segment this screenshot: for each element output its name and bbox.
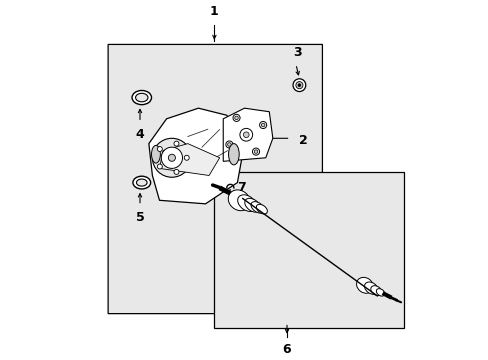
Text: 5: 5	[135, 211, 144, 224]
Circle shape	[292, 79, 305, 91]
Ellipse shape	[356, 277, 372, 293]
Text: 6: 6	[282, 343, 291, 356]
Circle shape	[261, 123, 264, 127]
Ellipse shape	[151, 145, 160, 163]
Text: 1: 1	[209, 5, 218, 18]
Circle shape	[174, 170, 179, 174]
Circle shape	[297, 84, 300, 86]
Circle shape	[225, 141, 232, 148]
Text: 4: 4	[135, 128, 144, 141]
Circle shape	[259, 121, 266, 129]
Polygon shape	[223, 108, 272, 161]
Polygon shape	[214, 172, 403, 328]
Ellipse shape	[364, 282, 377, 294]
Ellipse shape	[133, 176, 150, 189]
Circle shape	[157, 164, 162, 169]
Circle shape	[161, 147, 182, 168]
Ellipse shape	[135, 93, 148, 102]
Circle shape	[184, 155, 189, 160]
Ellipse shape	[250, 202, 264, 213]
Circle shape	[168, 154, 175, 161]
Ellipse shape	[370, 286, 381, 296]
Ellipse shape	[136, 179, 147, 186]
Text: 2: 2	[299, 134, 307, 147]
Text: 7: 7	[237, 181, 245, 194]
Ellipse shape	[376, 289, 384, 296]
Circle shape	[174, 141, 179, 146]
Circle shape	[254, 150, 257, 153]
Circle shape	[252, 148, 259, 155]
Ellipse shape	[132, 90, 151, 105]
Circle shape	[295, 82, 303, 89]
Circle shape	[152, 138, 191, 177]
Ellipse shape	[256, 204, 267, 214]
Circle shape	[232, 114, 240, 121]
Circle shape	[227, 143, 231, 146]
Polygon shape	[148, 108, 244, 204]
Text: 3: 3	[293, 46, 301, 59]
Circle shape	[240, 129, 252, 141]
Circle shape	[243, 132, 248, 138]
Ellipse shape	[228, 144, 239, 165]
Ellipse shape	[228, 190, 249, 211]
Circle shape	[234, 116, 238, 120]
Polygon shape	[159, 144, 219, 175]
Polygon shape	[108, 44, 322, 314]
Ellipse shape	[244, 198, 260, 212]
Circle shape	[157, 147, 162, 152]
Ellipse shape	[237, 195, 256, 211]
